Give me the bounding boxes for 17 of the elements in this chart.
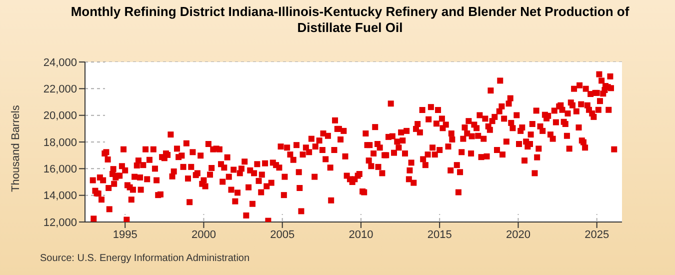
x-tick-label: 2010: [348, 228, 374, 241]
y-tick-label: 22,000: [43, 84, 77, 96]
x-tick-label: 2005: [270, 228, 295, 241]
chart-title: Monthly Refining District Indiana-Illinois-Kentucky Refinery and Blender Net Production of Distillate Fuel Oil: [70, 4, 630, 36]
y-tick-label: 14,000: [43, 190, 77, 202]
y-tick-label: 18,000: [43, 136, 77, 149]
x-tick-label: 2020: [506, 228, 530, 241]
x-tick-label: 2000: [191, 228, 216, 241]
x-tick-label: 2015: [427, 228, 452, 241]
x-tick-label: 2025: [584, 228, 610, 241]
y-tick-label: 16,000: [43, 164, 77, 176]
y-tick-label: 24,000: [43, 56, 77, 69]
source-note: Source: U.S. Energy Information Administration: [40, 253, 250, 264]
y-tick-label: 20,000: [43, 110, 77, 122]
x-tick-label: 1995: [112, 228, 138, 241]
y-axis-title: Thousand Barrels: [10, 104, 22, 192]
y-tick-label: 12,000: [43, 216, 77, 229]
